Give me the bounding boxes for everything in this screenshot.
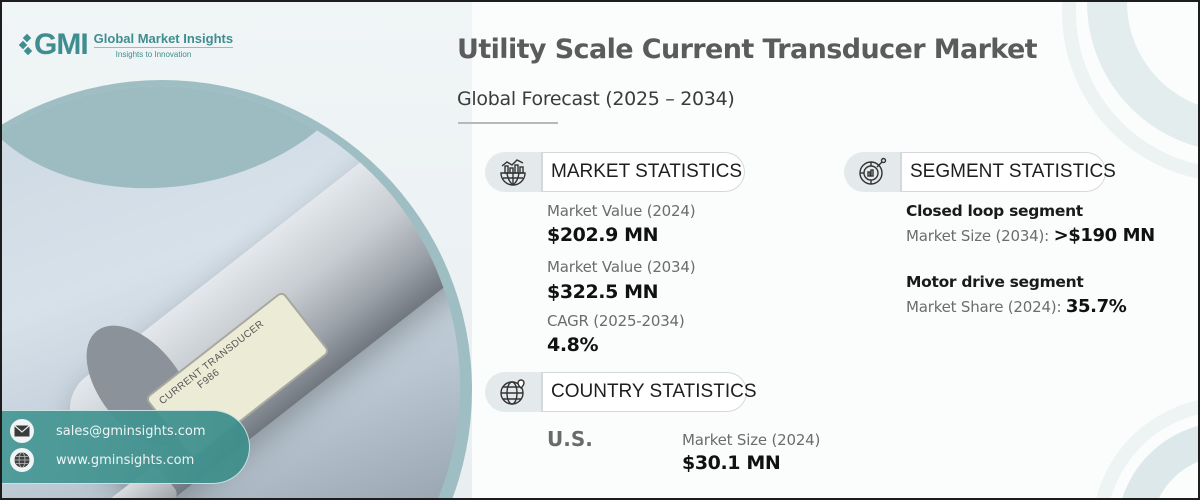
- market-value-2034-label: Market Value (2034): [547, 258, 696, 276]
- cagr-label: CAGR (2025-2034): [547, 312, 685, 330]
- market-statistics-title: MARKET STATISTICS: [541, 152, 745, 192]
- segment-statistics-title: SEGMENT STATISTICS: [900, 152, 1116, 192]
- title-divider: [458, 122, 558, 124]
- envelope-icon: [10, 419, 34, 443]
- segment-target-icon: [844, 152, 900, 192]
- contact-email[interactable]: sales@gminsights.com: [10, 419, 206, 443]
- market-statistics-header: MARKET STATISTICS: [485, 152, 745, 192]
- logo-mark-text: GMI: [34, 28, 89, 61]
- motor-drive-metric-value: 35.7%: [1065, 296, 1127, 317]
- market-value-2024-value: $202.9 MN: [547, 224, 659, 246]
- logo-mark: GMI: [18, 28, 89, 62]
- logo-brand-name: Global Market Insights: [93, 31, 234, 48]
- page-title: Utility Scale Current Transducer Market: [457, 34, 1038, 65]
- market-value-2034-value: $322.5 MN: [547, 281, 659, 303]
- cagr-value: 4.8%: [547, 334, 599, 356]
- segment-statistics-header: SEGMENT STATISTICS: [844, 152, 1116, 192]
- contact-website-text[interactable]: www.gminsights.com: [56, 452, 195, 468]
- country-statistics-title: COUNTRY STATISTICS: [541, 372, 757, 412]
- logo-tagline: Insights to Innovation: [115, 50, 192, 59]
- closed-loop-segment-title: Closed loop segment: [906, 202, 1083, 220]
- country-market-size-value: $30.1 MN: [682, 452, 781, 474]
- country-market-size-label: Market Size (2024): [682, 431, 821, 449]
- market-value-2024-label: Market Value (2024): [547, 202, 696, 220]
- gmi-logo[interactable]: GMI Global Market Insights Insights to I…: [18, 28, 234, 62]
- logo-diamond-icon: [18, 33, 33, 56]
- logo-text: Global Market Insights Insights to Innov…: [93, 31, 234, 59]
- motor-drive-segment-title: Motor drive segment: [906, 273, 1084, 291]
- closed-loop-metric-value: >$190 MN: [1053, 225, 1156, 246]
- closed-loop-market-size: Market Size (2034): >$190 MN: [906, 225, 1155, 246]
- motor-drive-market-share: Market Share (2024): 35.7%: [906, 296, 1127, 317]
- contact-email-text[interactable]: sales@gminsights.com: [56, 423, 206, 439]
- country-name: U.S.: [547, 427, 593, 451]
- globe-pin-icon: [485, 372, 541, 412]
- contact-website[interactable]: www.gminsights.com: [10, 448, 194, 472]
- contact-bar: sales@gminsights.com www.gminsights.com: [2, 410, 250, 484]
- country-statistics-header: COUNTRY STATISTICS: [485, 372, 757, 412]
- globe-icon: [10, 448, 34, 472]
- motor-drive-metric-label: Market Share (2024):: [906, 298, 1066, 316]
- page-subtitle: Global Forecast (2025 – 2034): [457, 88, 735, 110]
- chart-globe-icon: [485, 152, 541, 192]
- closed-loop-metric-label: Market Size (2034):: [906, 227, 1054, 245]
